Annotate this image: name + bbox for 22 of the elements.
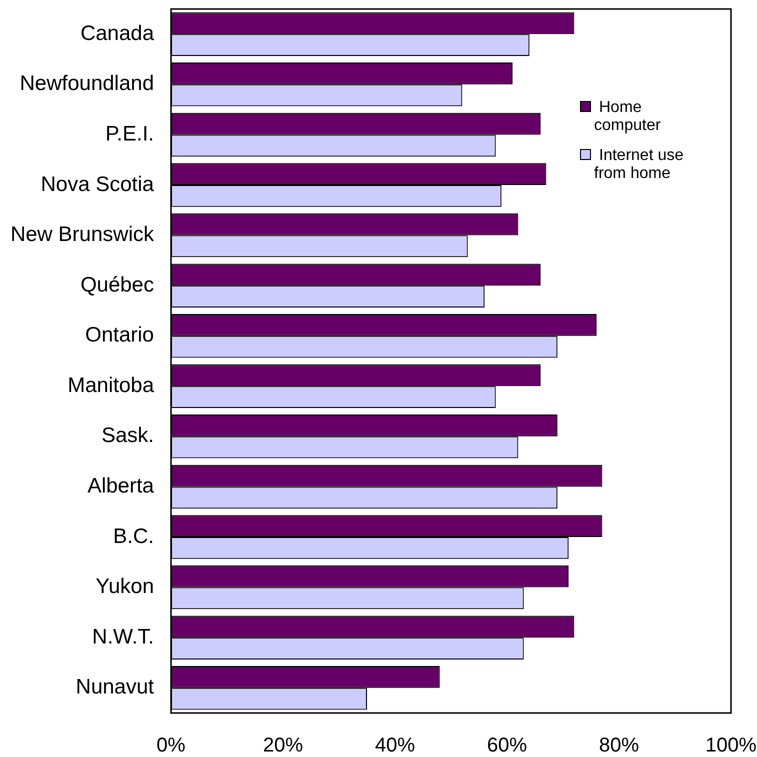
y-tick-label: Manitoba [68, 374, 154, 397]
legend-label: Home computer [594, 99, 662, 135]
y-tick-label: Sask. [101, 424, 154, 448]
y-tick-label: Alberta [87, 474, 154, 498]
y-tick-label: Newfoundland [20, 72, 154, 96]
x-tick-label: 40% [374, 734, 416, 757]
y-tick-label: Ontario [85, 324, 154, 347]
y-tick-label: Québec [80, 273, 154, 296]
y-tick-label: P.E.I. [105, 122, 154, 146]
x-tick-label: 100% [705, 734, 757, 757]
y-tick-label: Yukon [96, 575, 154, 598]
y-tick-label: N.W.T. [92, 625, 154, 648]
x-tick-label: 20% [262, 734, 304, 757]
y-tick-label: Nunavut [76, 676, 154, 699]
y-tick-label: B.C. [113, 524, 154, 548]
x-tick-label: 0% [156, 734, 186, 757]
x-tick-label: 60% [486, 734, 528, 757]
x-tick-label: 80% [598, 734, 640, 757]
y-tick-label: Canada [80, 22, 154, 45]
y-tick-label: Nova Scotia [40, 172, 154, 196]
legend-label: Internet use from home [594, 147, 684, 183]
y-tick-label: New Brunswick [10, 223, 154, 246]
